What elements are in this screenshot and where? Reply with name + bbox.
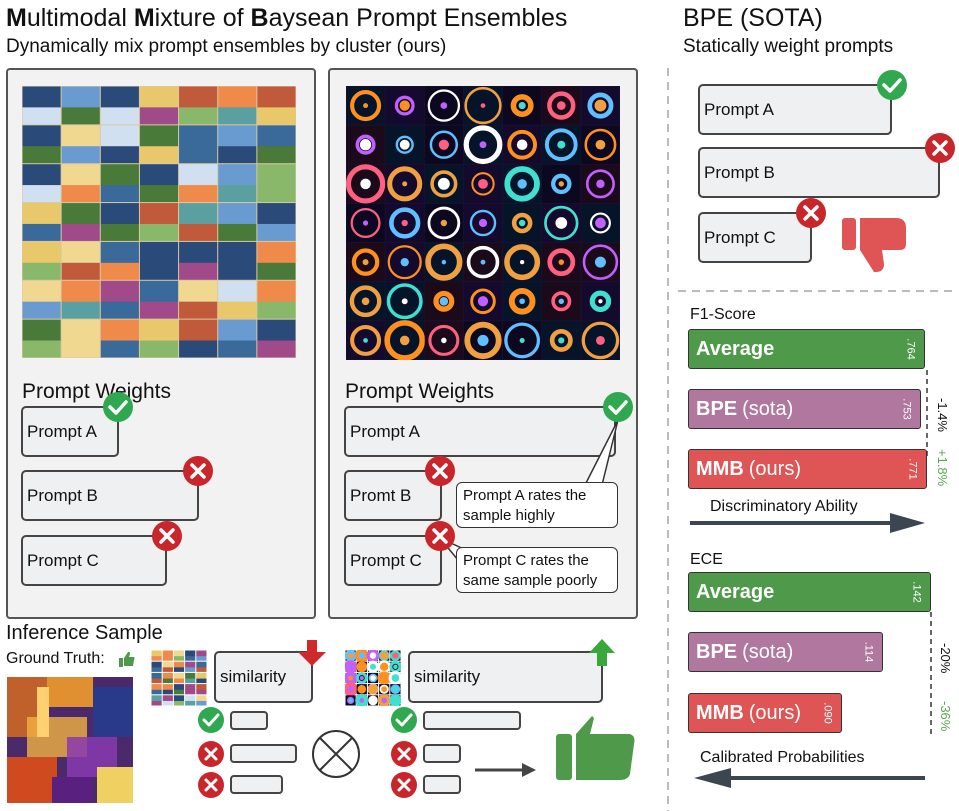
weight-bar	[230, 711, 268, 730]
ece-label: ECE	[690, 551, 723, 568]
f1-bar-sublabel: (ours)	[748, 457, 801, 480]
cross-icon	[152, 521, 182, 551]
ece-axis-label: Calibrated Probabilities	[700, 749, 865, 766]
thumbs-up-small-icon	[119, 651, 135, 667]
f1-bar-label: MMB	[696, 457, 744, 480]
ece-bar-label: BPE	[696, 640, 738, 663]
cluster1-prompt-b: Prompt B	[21, 470, 199, 521]
inference-sample-title: Inference Sample	[6, 622, 163, 644]
ece-bar-bpe: BPE (sota) .114	[688, 632, 883, 672]
cluster2-prompt-a: Prompt A	[344, 406, 616, 457]
cosmic-thumbnail	[345, 650, 401, 706]
cluster1-prompt-a: Prompt A	[21, 406, 119, 457]
cross-icon	[198, 772, 224, 798]
f1-label: F1-Score	[690, 306, 756, 323]
f1-bar-average: Average .764	[688, 329, 925, 369]
check-icon	[877, 70, 907, 100]
check-icon	[603, 392, 633, 422]
ece-bar-mmb: MMB (ours) .090	[688, 693, 842, 733]
cluster2-prompt-b: Promt B	[344, 470, 442, 521]
cosmic-image-grid	[346, 86, 620, 360]
cross-icon	[391, 772, 417, 798]
prompt-weights-label: Prompt Weights	[22, 380, 171, 403]
up-arrow-icon	[589, 639, 615, 666]
callout-prompt-a: Prompt A rates the sample highly	[456, 482, 618, 528]
check-icon	[391, 707, 417, 733]
ground-truth-label: Ground Truth:	[6, 650, 105, 667]
bpe-prompt-b: Prompt B	[698, 147, 940, 198]
check-icon	[103, 392, 133, 422]
main-subtitle: Dynamically mix prompt ensembles by clus…	[6, 36, 447, 57]
thumbs-down-icon	[842, 218, 906, 272]
weight-bar	[423, 775, 461, 794]
callout-prompt-c: Prompt C rates the same sample poorly	[456, 547, 618, 593]
main-title: Multimodal Mixture of Baysean Prompt Ens…	[6, 4, 568, 32]
thumbs-up-icon	[556, 716, 635, 780]
landscape-thumbnail	[151, 650, 207, 706]
bpe-prompt-c: Prompt C	[698, 212, 812, 263]
ece-delta-mmb: -36%	[938, 701, 953, 732]
ece-bar-sublabel: (sota)	[742, 640, 794, 663]
tensor-product-icon	[312, 730, 360, 778]
down-arrow-icon	[298, 640, 326, 666]
f1-axis-label: Discriminatory Ability	[710, 498, 858, 515]
cross-icon	[425, 456, 455, 486]
ece-bar-label: MMB	[696, 701, 744, 724]
inference-sample-image	[7, 677, 133, 803]
cross-icon	[198, 741, 224, 767]
f1-bar-label: Average	[696, 337, 775, 360]
landscape-image-grid	[22, 86, 296, 358]
cross-icon	[391, 741, 417, 767]
cluster1-prompt-c: Prompt C	[21, 535, 167, 586]
f1-bar-bpe: BPE (sota) .753	[688, 389, 921, 429]
prompt-weights-label: Prompt Weights	[345, 380, 494, 403]
weight-bar	[423, 711, 521, 730]
check-icon	[198, 707, 224, 733]
cross-icon	[796, 198, 826, 228]
weight-bar	[230, 775, 283, 794]
f1-bar-sublabel: (sota)	[742, 397, 794, 420]
ece-bar-sublabel: (ours)	[748, 701, 801, 724]
bpe-subtitle: Statically weight prompts	[683, 36, 894, 57]
cluster2-prompt-c: Prompt C	[344, 535, 442, 586]
f1-bar-mmb: MMB (ours) .771	[688, 449, 927, 489]
cross-icon	[425, 521, 455, 551]
bpe-title: BPE (SOTA)	[683, 4, 823, 32]
bpe-prompt-a: Prompt A	[698, 84, 892, 135]
weight-bar	[423, 744, 461, 763]
f1-bar-label: BPE	[696, 397, 738, 420]
ece-delta-bpe: -20%	[938, 643, 953, 674]
similarity-box-2: similarity	[408, 651, 603, 703]
ece-bar-label: Average	[696, 580, 775, 603]
ece-bar-average: Average .142	[688, 572, 931, 612]
cross-icon	[183, 456, 213, 486]
result-arrow-icon	[475, 763, 536, 777]
weight-bar	[230, 744, 297, 763]
cross-icon	[925, 133, 955, 163]
similarity-box-1: similarity	[214, 651, 313, 703]
